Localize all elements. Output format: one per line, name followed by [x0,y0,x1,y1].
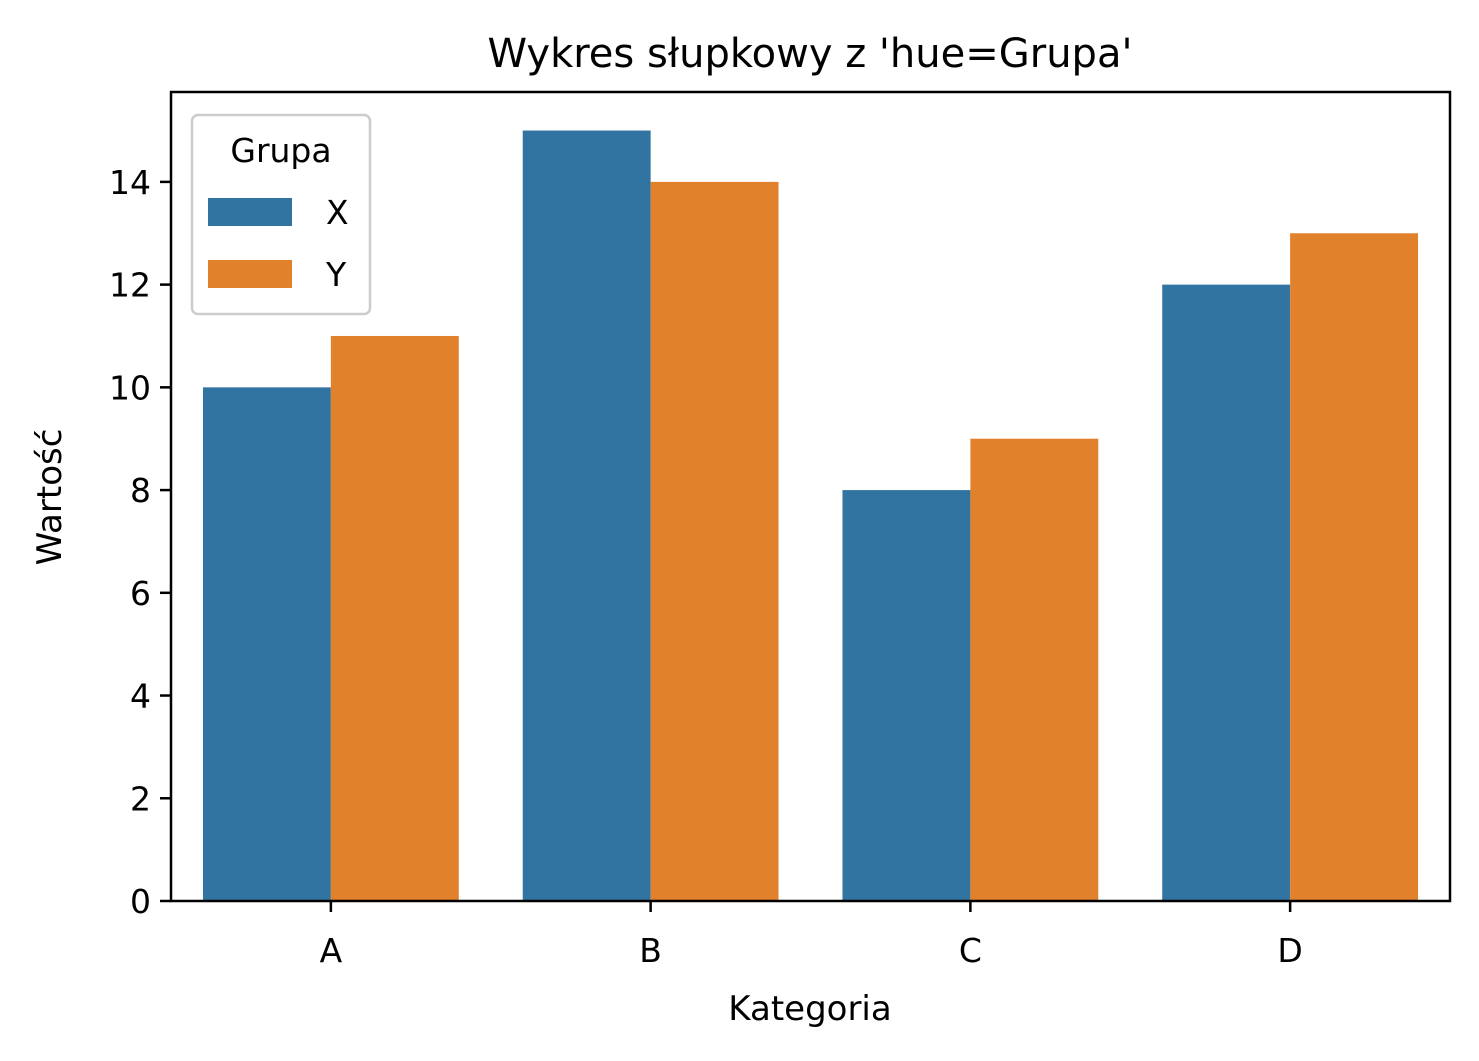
x-tick-label: C [959,931,982,970]
bar-x-b [522,130,651,901]
y-axis-ticks: 0 2 4 6 8 10 12 14 [109,163,171,921]
y-tick-label: 8 [130,471,151,510]
y-axis-label: Wartość [30,429,70,566]
bar-y-d [1290,233,1419,901]
bar-x-c [842,490,971,901]
chart-title: Wykres słupkowy z 'hue=Grupa' [488,31,1133,77]
plot-frame [169,90,1452,903]
legend-label-y: Y [325,255,347,294]
bar-x-d [1162,284,1291,901]
y-tick-label: 0 [130,882,151,921]
x-tick-label: A [320,931,343,970]
bar-y-b [650,181,779,901]
legend: Grupa XY [190,113,372,316]
legend-swatch-x [208,198,292,226]
x-tick-label: D [1277,931,1302,970]
y-tick-label: 2 [130,779,151,818]
y-tick-label: 14 [109,163,151,202]
x-tick-label: B [639,931,662,970]
bar-x-a [202,387,331,902]
y-tick-label: 12 [109,266,151,305]
y-tick-label: 6 [130,574,151,613]
legend-swatch-y [208,260,292,288]
bar-y-c [970,438,1099,901]
y-tick-label: 4 [130,677,151,716]
x-axis-label: Kategoria [728,989,891,1029]
legend-items: XY [208,193,349,294]
legend-label-x: X [326,193,349,232]
y-tick-label: 10 [109,368,151,407]
bar-y-a [330,335,459,902]
bars-group [202,130,1419,902]
legend-title: Grupa [230,131,331,170]
x-axis-ticks: A B C D [320,901,1303,970]
